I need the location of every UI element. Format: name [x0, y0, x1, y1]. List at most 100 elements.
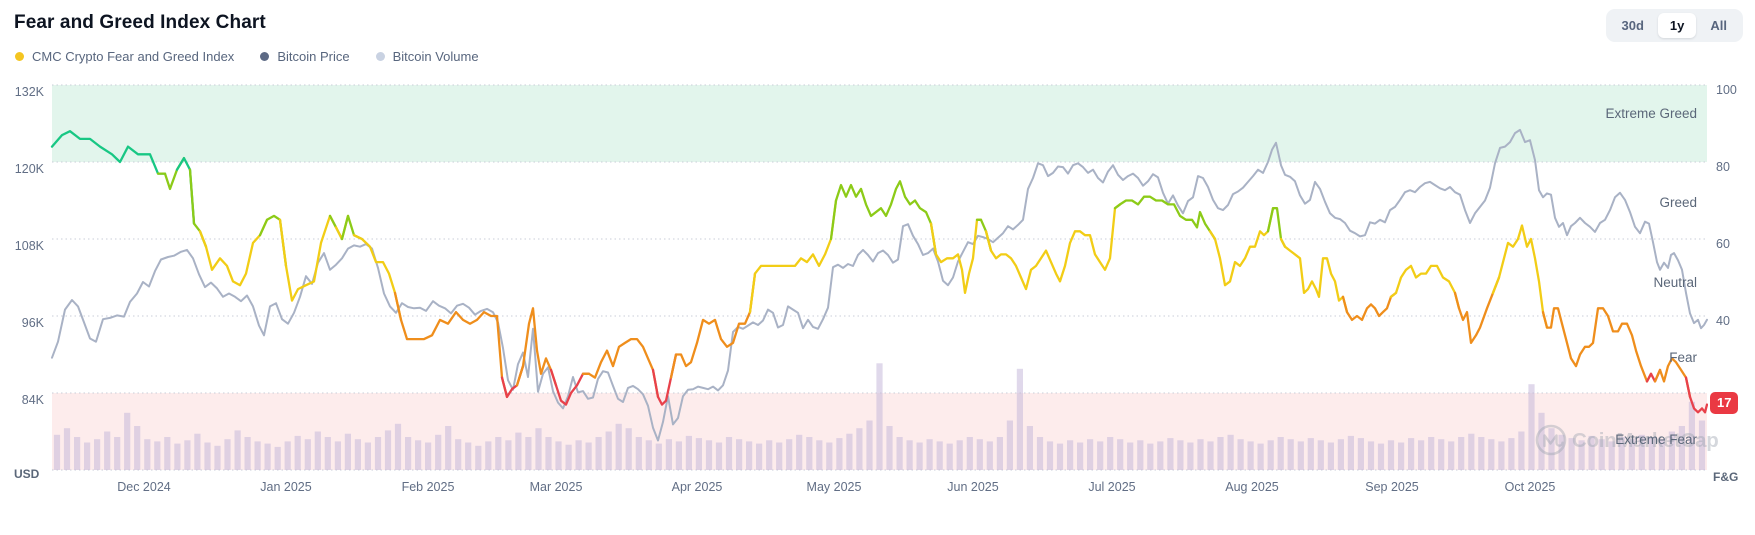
volume-bar	[1157, 441, 1164, 470]
volume-bar	[234, 430, 241, 470]
volume-bar	[846, 433, 853, 470]
fear-greed-segment	[669, 272, 757, 379]
bitcoin-price-legend-dot-icon	[260, 52, 270, 61]
volume-bar	[104, 431, 111, 470]
x-axis-month-label: May 2025	[807, 480, 862, 494]
volume-bar	[204, 442, 211, 470]
x-axis-month-label: Oct 2025	[1505, 480, 1556, 494]
volume-bar	[505, 440, 512, 470]
fear-greed-segment	[748, 199, 838, 314]
legend-label: CMC Crypto Fear and Greed Index	[32, 49, 235, 64]
legend-item-bitcoin-volume[interactable]: Bitcoin Volume	[375, 49, 479, 64]
volume-bar	[1618, 437, 1625, 470]
range-all-button[interactable]: All	[1698, 13, 1739, 38]
range-30d-button[interactable]: 30d	[1610, 13, 1656, 38]
volume-bar	[725, 437, 733, 470]
volume-bar	[976, 439, 983, 470]
volume-bar	[1608, 441, 1615, 470]
volume-bar	[214, 445, 221, 470]
right-axis-tick: 80	[1716, 160, 1730, 174]
zone-label-extreme-fear: Extreme Fear	[1615, 432, 1697, 447]
volume-bar	[1327, 442, 1334, 470]
legend-item-bitcoin-price[interactable]: Bitcoin Price	[260, 49, 350, 64]
volume-bar	[1237, 439, 1244, 470]
volume-bar	[405, 437, 412, 470]
volume-bar	[1257, 443, 1264, 470]
volume-bar	[856, 428, 863, 470]
fear-greed-segment	[1341, 291, 1398, 322]
volume-bar	[525, 437, 532, 470]
volume-bar	[184, 440, 191, 470]
volume-bar	[1398, 442, 1405, 470]
volume-bar	[1488, 439, 1495, 470]
volume-bar	[124, 412, 131, 470]
volume-bar	[826, 442, 833, 470]
fear-greed-segment	[1208, 207, 1275, 287]
volume-bar	[1418, 440, 1425, 470]
volume-bar	[896, 437, 903, 470]
volume-bar	[1408, 438, 1415, 470]
fear-greed-segment	[929, 218, 983, 295]
volume-bar	[796, 434, 803, 470]
zone-label-fear: Fear	[1669, 350, 1697, 365]
volume-bar	[625, 428, 632, 470]
range-1y-button[interactable]: 1y	[1657, 13, 1697, 38]
volume-bar	[465, 442, 472, 470]
fear-greed-index-line	[50, 130, 1709, 414]
fear-greed-segment	[1279, 237, 1349, 314]
volume-bar	[766, 440, 773, 470]
volume-bar	[1498, 441, 1505, 470]
volume-bar	[1508, 438, 1515, 470]
volume-bar	[264, 443, 271, 470]
x-axis-month-label: Jan 2025	[260, 480, 311, 494]
zone-label-greed: Greed	[1659, 195, 1697, 210]
volume-bar	[274, 446, 281, 470]
volume-bar	[1187, 442, 1194, 470]
volume-bar	[304, 439, 311, 470]
volume-bar	[695, 438, 702, 470]
fear-greed-segment	[515, 307, 558, 387]
legend-item-fear-greed-index[interactable]: CMC Crypto Fear and Greed Index	[15, 49, 234, 64]
volume-bar	[1067, 440, 1074, 470]
volume-bar	[294, 435, 301, 470]
fear-greed-segment	[393, 291, 509, 399]
zone-label-neutral: Neutral	[1653, 275, 1697, 290]
volume-bar	[94, 439, 101, 470]
volume-bar	[1387, 440, 1395, 470]
x-axis-month-label: Apr 2025	[672, 480, 723, 494]
bitcoin-price-line	[51, 128, 1708, 442]
left-axis-tick: 120K	[15, 162, 45, 176]
volume-bar	[1247, 441, 1254, 470]
volume-bar	[1077, 442, 1084, 470]
volume-bar	[1107, 437, 1114, 470]
volume-bar	[1036, 437, 1044, 470]
volume-bar	[655, 443, 662, 470]
volume-bar	[1307, 438, 1314, 470]
x-axis-month-label: Jun 2025	[947, 480, 998, 494]
volume-bar	[455, 439, 462, 470]
volume-bar	[1428, 437, 1435, 470]
volume-bar	[545, 437, 552, 470]
volume-bar	[1528, 384, 1535, 470]
volume-bar	[1438, 439, 1445, 470]
volume-bar	[585, 442, 592, 470]
left-axis-tick: 132K	[15, 85, 45, 99]
volume-bar	[74, 437, 81, 470]
volume-bar	[665, 439, 672, 470]
volume-bar	[485, 441, 492, 470]
volume-bar	[1598, 439, 1605, 470]
coinmarketcap-logo-m	[1543, 434, 1564, 448]
volume-bar	[1117, 439, 1124, 470]
x-axis-month-label: Jul 2025	[1088, 480, 1135, 494]
fear-greed-segment	[1684, 376, 1709, 414]
volume-bar	[1056, 443, 1064, 470]
volume-bar	[344, 433, 351, 470]
current-value-badge: 17	[1710, 392, 1739, 414]
volume-bar	[425, 442, 432, 470]
x-axis-month-label: Dec 2024	[117, 480, 171, 494]
volume-bar	[1518, 431, 1525, 470]
volume-bar	[1538, 412, 1545, 470]
volume-bar	[1357, 438, 1364, 470]
volume-bar	[1006, 420, 1013, 470]
